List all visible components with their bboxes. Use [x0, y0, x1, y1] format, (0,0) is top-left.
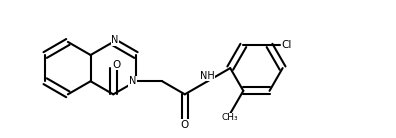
Text: NH: NH — [200, 71, 215, 81]
Text: O: O — [181, 120, 189, 130]
Text: CH₃: CH₃ — [222, 113, 238, 122]
Text: N: N — [111, 35, 119, 45]
Text: N: N — [129, 76, 136, 86]
Text: Cl: Cl — [282, 40, 292, 50]
Text: O: O — [112, 60, 121, 70]
